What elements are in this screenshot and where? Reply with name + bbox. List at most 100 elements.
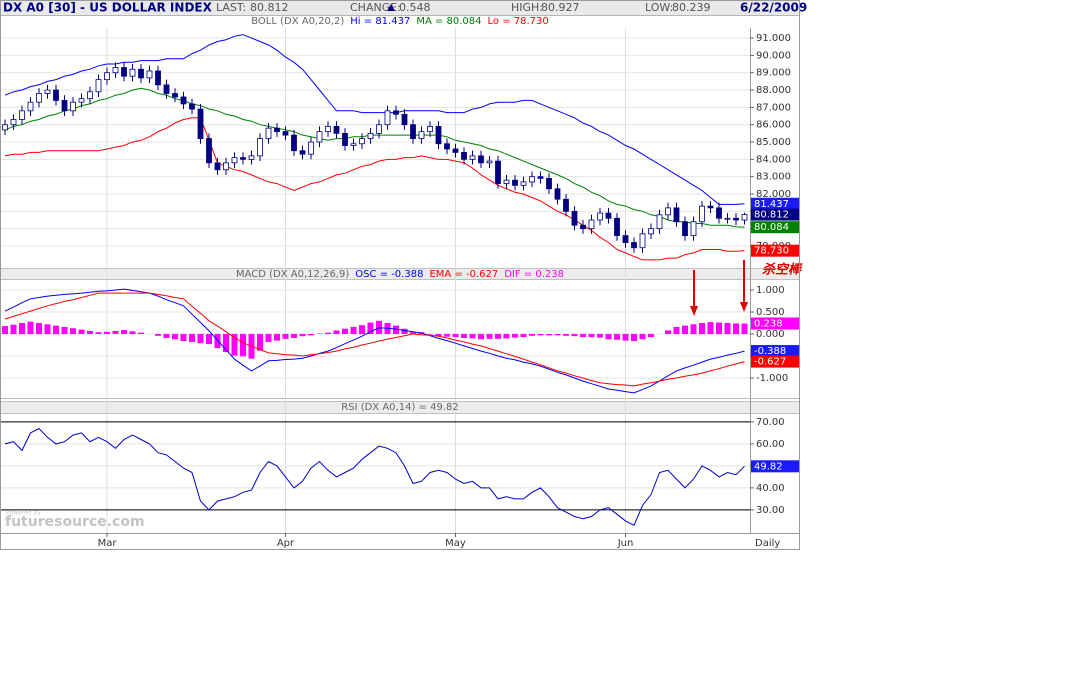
candle-body bbox=[70, 101, 76, 112]
histogram-bar bbox=[87, 330, 93, 334]
histogram-bar bbox=[444, 333, 450, 337]
x-axis-label: Daily bbox=[755, 538, 780, 549]
candle-body bbox=[291, 134, 297, 152]
candle-body bbox=[495, 160, 501, 185]
histogram-bar bbox=[741, 323, 748, 334]
histogram-bar bbox=[231, 333, 238, 356]
candle-body bbox=[656, 214, 663, 230]
histogram-bar bbox=[461, 333, 467, 338]
histogram-bar bbox=[333, 330, 340, 334]
y-tick-label: 89.000 bbox=[756, 68, 791, 79]
candle-body bbox=[529, 176, 535, 183]
candle-body bbox=[512, 179, 518, 186]
candle-body bbox=[631, 242, 637, 249]
value-box bbox=[751, 197, 799, 210]
histogram-bar bbox=[512, 333, 518, 338]
candle-body bbox=[214, 162, 221, 171]
candle-body bbox=[10, 119, 17, 126]
histogram-bar bbox=[2, 326, 8, 334]
histogram-bar bbox=[282, 333, 289, 339]
annotation: 杀空棒 bbox=[762, 262, 803, 278]
histogram-bar bbox=[155, 333, 161, 336]
candle-body bbox=[733, 217, 739, 221]
histogram-bar bbox=[707, 322, 714, 334]
candle-body bbox=[206, 138, 212, 164]
value-box-label: 49.82 bbox=[754, 461, 783, 472]
histogram-bar bbox=[682, 325, 688, 334]
high-label: HIGH: bbox=[511, 1, 543, 14]
x-tick-label: May bbox=[445, 538, 466, 549]
histogram-bar bbox=[61, 326, 68, 334]
histogram-bar bbox=[53, 325, 59, 334]
y-tick-label: 88.000 bbox=[756, 85, 791, 96]
candle-body bbox=[639, 233, 646, 249]
histogram-bar bbox=[622, 333, 629, 341]
watermark: futuresource.com bbox=[5, 514, 145, 530]
candle-body bbox=[707, 205, 714, 209]
chart-border bbox=[0, 0, 800, 550]
last-label: LAST: bbox=[216, 1, 246, 14]
candle-body bbox=[605, 212, 612, 219]
pane-title-text: RSI (DX A0,14) = 49.82 bbox=[341, 402, 458, 413]
y-tick-label: 87.000 bbox=[756, 102, 791, 113]
change-up-icon bbox=[387, 4, 395, 11]
candle-body bbox=[401, 113, 408, 126]
x-tick-label: Mar bbox=[98, 538, 118, 549]
candle-body bbox=[223, 162, 229, 171]
y-tick-label: 83.000 bbox=[756, 172, 791, 183]
candle-body bbox=[503, 179, 510, 185]
value-box bbox=[751, 244, 799, 257]
histogram-bar bbox=[478, 333, 484, 340]
histogram-bar bbox=[639, 333, 646, 340]
histogram-bar bbox=[180, 333, 187, 342]
histogram-bar bbox=[597, 333, 603, 338]
value-box bbox=[751, 221, 799, 234]
candle-body bbox=[95, 79, 102, 93]
histogram-bar bbox=[401, 328, 408, 334]
y-tick-label: 0.500 bbox=[756, 307, 785, 318]
candle-body bbox=[299, 150, 306, 155]
candle-body bbox=[19, 110, 25, 120]
candle-body bbox=[537, 176, 544, 179]
y-tick-label: 84.000 bbox=[756, 154, 791, 165]
histogram-bar bbox=[631, 333, 637, 342]
histogram-bar bbox=[129, 331, 136, 334]
legend-entry: EMA = -0.627 bbox=[429, 269, 498, 280]
candle-body bbox=[724, 217, 731, 220]
histogram-bar bbox=[648, 333, 654, 338]
candle-body bbox=[44, 89, 51, 94]
pane-title: MACD (DX A0,12,26,9) OSC = -0.388 EMA = -0… bbox=[236, 269, 564, 280]
histogram-bar bbox=[580, 333, 586, 338]
series-line bbox=[4, 292, 745, 387]
histogram-bar bbox=[44, 324, 51, 334]
candle-body bbox=[138, 68, 144, 79]
series-line bbox=[4, 117, 745, 261]
y-tick-label: 30.00 bbox=[756, 505, 785, 516]
series-line bbox=[4, 87, 745, 228]
candle-body bbox=[648, 228, 654, 235]
histogram-bar bbox=[189, 333, 195, 342]
candle-body bbox=[163, 84, 170, 94]
x-tick-label: Apr bbox=[277, 538, 295, 549]
histogram-bar bbox=[308, 333, 314, 336]
candle-body bbox=[580, 224, 586, 230]
y-tick-label: 70.00 bbox=[756, 417, 785, 428]
annotation-arrowhead bbox=[690, 306, 698, 316]
histogram-bar bbox=[95, 332, 102, 334]
candle-body bbox=[359, 138, 365, 145]
candle-body bbox=[486, 160, 493, 164]
candle-body bbox=[622, 235, 629, 243]
y-tick-label: 91.000 bbox=[756, 33, 791, 44]
candle-body bbox=[435, 126, 442, 145]
x-tick-label: Jun bbox=[617, 538, 634, 549]
candle-body bbox=[673, 207, 680, 223]
candle-body bbox=[265, 127, 272, 139]
date: 6/22/2009 bbox=[740, 1, 807, 15]
histogram-bar bbox=[571, 333, 578, 337]
candle-body bbox=[78, 98, 85, 103]
histogram-bar bbox=[36, 322, 42, 334]
series-line bbox=[4, 288, 745, 394]
value-box bbox=[751, 355, 799, 368]
histogram-bar bbox=[274, 333, 280, 341]
